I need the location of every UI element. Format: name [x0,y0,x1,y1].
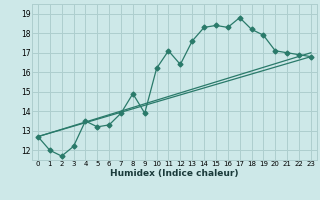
X-axis label: Humidex (Indice chaleur): Humidex (Indice chaleur) [110,169,239,178]
